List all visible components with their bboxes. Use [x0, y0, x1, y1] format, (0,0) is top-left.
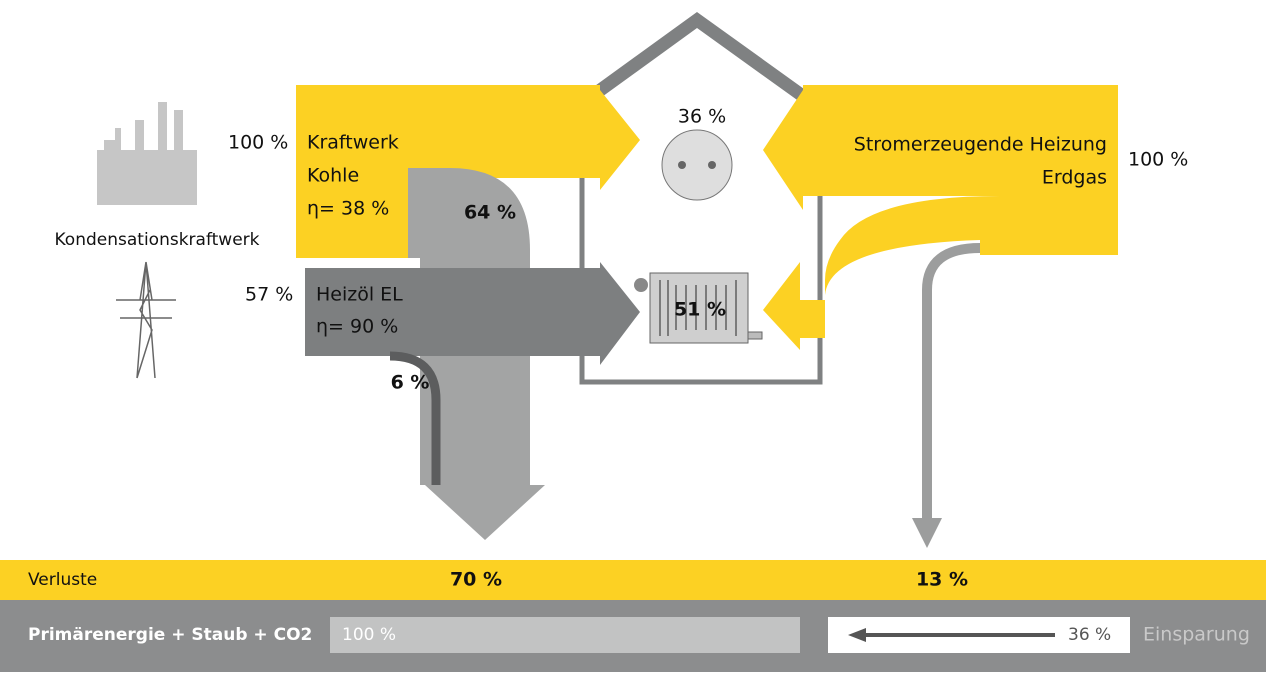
gas-loss-head	[912, 518, 942, 548]
label: Verluste	[28, 570, 97, 590]
label: Kohle	[307, 165, 359, 187]
label: Primärenergie + Staub + CO2	[28, 625, 312, 645]
losses-bar	[0, 560, 1266, 600]
label: Stromerzeugende Heizung	[854, 134, 1107, 156]
label: 57 %	[245, 284, 293, 306]
label: 36 %	[1068, 625, 1111, 645]
label: 6 %	[391, 372, 430, 394]
label: 36 %	[678, 106, 726, 128]
oil-flow	[305, 262, 640, 365]
gas-flow	[763, 85, 1118, 350]
house-roof	[570, 20, 825, 112]
label: 70 %	[450, 569, 502, 591]
socket-icon	[662, 130, 732, 200]
label: 64 %	[464, 202, 516, 224]
factory-icon	[97, 102, 197, 205]
label: Kondensationskraftwerk	[55, 230, 260, 250]
label: Einsparung	[1143, 624, 1250, 646]
diagram: 100 % Kraftwerk Kohle η= 38 % Kondensati…	[0, 0, 1266, 672]
label: 100 %	[228, 132, 288, 154]
socket-pin	[678, 161, 686, 169]
primary-value-bar	[330, 617, 800, 653]
gas-loss-line	[927, 248, 980, 520]
label: 100 %	[1128, 149, 1188, 171]
pylon-icon	[116, 262, 176, 378]
radiator-valve	[634, 278, 648, 292]
label: Heizöl EL	[316, 284, 403, 306]
label: η= 38 %	[307, 198, 389, 220]
label: Kraftwerk	[307, 132, 399, 154]
label: 51 %	[674, 299, 726, 321]
radiator-pipe	[748, 332, 762, 339]
label: η= 90 %	[316, 316, 398, 338]
socket-pin	[708, 161, 716, 169]
label: 13 %	[916, 569, 968, 591]
label: Erdgas	[1042, 167, 1107, 189]
label: 100 %	[342, 625, 396, 645]
